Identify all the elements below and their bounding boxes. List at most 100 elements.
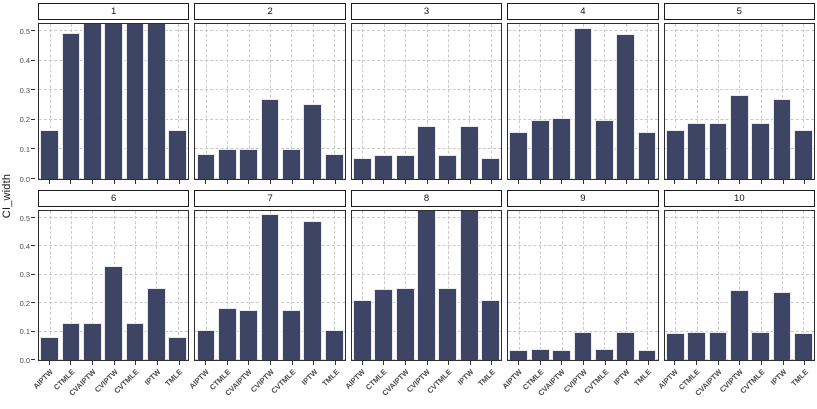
x-tick-mark — [205, 361, 207, 365]
v-gridline — [49, 24, 51, 179]
v-gridline — [291, 211, 293, 360]
x-tick-mark — [291, 361, 293, 365]
v-gridline — [760, 24, 762, 179]
y-axis-ticks-row-1: 0.0 0.1 0.2 0.3 0.4 0.5 — [0, 24, 38, 182]
v-gridline — [518, 211, 520, 360]
x-tick-mark — [404, 361, 406, 365]
v-gridline — [675, 211, 677, 360]
facet-panel — [350, 210, 503, 361]
x-tick-mark — [48, 180, 50, 184]
v-gridline — [177, 211, 179, 360]
x-tick-mark — [448, 361, 450, 365]
bar-iptw — [772, 291, 792, 360]
y-tick-label: 0.5 — [19, 213, 30, 223]
y-tick-mark — [31, 148, 35, 150]
v-gridline — [334, 24, 336, 179]
v-gridline — [426, 24, 428, 179]
bar-ctmle — [61, 32, 81, 179]
v-gridline — [604, 24, 606, 179]
x-tick-mark — [582, 180, 584, 184]
x-tick-mark — [383, 361, 385, 365]
y-tick-mark — [31, 89, 35, 91]
bar-cvaiptw — [708, 331, 728, 360]
bar-cviptw — [417, 211, 436, 360]
v-gridline — [405, 24, 407, 179]
x-tick-band — [351, 180, 502, 185]
x-tick-mark — [782, 361, 784, 365]
bar-tmle — [324, 153, 344, 179]
y-tick-mark — [31, 59, 35, 61]
bar-cvaiptw — [552, 118, 571, 179]
facet-panel — [507, 23, 659, 180]
bar-cviptw — [104, 266, 124, 360]
bar-iptw — [459, 125, 479, 179]
bar-cviptw — [573, 28, 593, 179]
x-tick-mark — [270, 180, 272, 184]
x-tick-band — [38, 361, 189, 366]
bar-aiptw — [353, 300, 372, 360]
facet-4: 4 — [507, 3, 659, 185]
y-tick-mark — [31, 217, 35, 219]
x-tick-mark — [604, 361, 606, 365]
x-tick-mark — [226, 180, 228, 184]
facet-panel — [507, 210, 659, 361]
x-tick-mark — [48, 361, 50, 365]
v-gridline — [739, 211, 741, 360]
x-tick-mark — [156, 361, 158, 365]
bar-tmle — [168, 337, 188, 360]
v-gridline — [362, 211, 364, 360]
bar-cvaiptw — [395, 155, 415, 179]
x-tick-mark — [561, 361, 563, 365]
facet-strip-label: 7 — [194, 190, 346, 207]
bar-aiptw — [509, 350, 529, 360]
v-gridline — [490, 24, 492, 179]
v-gridline — [248, 24, 250, 179]
bar-aiptw — [353, 158, 372, 179]
x-tick-band — [38, 180, 189, 185]
v-gridline — [206, 211, 208, 360]
y-tick-label: 0.2 — [19, 115, 30, 125]
v-gridline — [447, 24, 449, 179]
x-tick-label: IPTW — [299, 367, 320, 387]
bar-cvtmle — [594, 119, 614, 179]
facet-panel — [38, 210, 190, 361]
y-tick-label: 0.5 — [19, 26, 30, 36]
x-tick-mark — [426, 361, 428, 365]
y-tick-label: 0.0 — [19, 174, 30, 184]
v-gridline — [782, 211, 784, 360]
v-gridline — [362, 24, 364, 179]
bar-aiptw — [665, 333, 685, 360]
y-tick-label: 0.3 — [19, 85, 30, 95]
bar-ctmle — [218, 149, 237, 179]
x-tick-mark — [717, 180, 719, 184]
bar-cviptw — [729, 290, 749, 360]
facet-strip-label: 9 — [507, 190, 659, 207]
bar-cvaiptw — [552, 350, 571, 360]
x-tick-mark — [469, 180, 471, 184]
bar-cvtmle — [438, 287, 458, 360]
x-tick-mark — [313, 361, 315, 365]
bar-cviptw — [729, 94, 749, 179]
facet-panel — [194, 23, 346, 180]
x-tick-mark — [782, 180, 784, 184]
bar-cviptw — [260, 99, 280, 179]
x-tick-mark — [291, 180, 293, 184]
v-gridline — [696, 211, 698, 360]
facet-panel — [38, 23, 190, 180]
x-tick-mark — [383, 180, 385, 184]
facet-7: 7 AIPTW CTMLE CVAIPTW CVIPTW CVTMLE IPTW TMLE — [187, 190, 346, 408]
y-tick-mark — [31, 245, 35, 247]
x-tick-label: AIPTW — [343, 367, 368, 391]
facet-panel — [194, 210, 346, 361]
x-tick-mark — [113, 361, 115, 365]
x-tick-mark — [717, 361, 719, 365]
v-gridline — [71, 211, 73, 360]
bar-cvaiptw — [239, 149, 259, 179]
facet-3: 3 — [350, 3, 503, 185]
x-tick-mark — [313, 180, 315, 184]
x-tick-label: IPTW — [455, 367, 476, 387]
bar-iptw — [459, 211, 479, 360]
v-gridline — [291, 24, 293, 179]
